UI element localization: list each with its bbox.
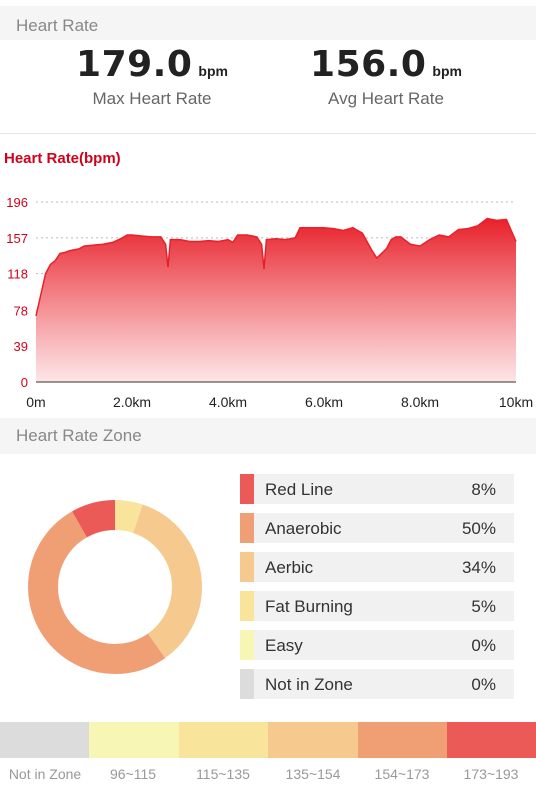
- max-heart-rate-stat: 179.0 bpm Max Heart Rate: [52, 44, 252, 109]
- zone-swatch-anaerobic: [240, 513, 254, 543]
- zone-percent: 0%: [471, 636, 496, 655]
- avg-heart-rate-label: Avg Heart Rate: [328, 89, 444, 108]
- zone-name: Red Line: [265, 480, 334, 499]
- zone-swatch-aerbic: [240, 552, 254, 582]
- legend-bar-154-173: [358, 722, 447, 758]
- zone-row-not-in-zone: Not in Zone 0%: [240, 669, 514, 699]
- donut-slice-anaerobic: [28, 500, 202, 674]
- legend-bar-115-135: [179, 722, 268, 758]
- heart-rate-line: [35, 217, 517, 317]
- legend-label: Not in Zone: [8, 766, 82, 782]
- legend-label: 154~173: [374, 766, 430, 782]
- zone-row-anaerobic: Anaerobic 50%: [240, 513, 514, 543]
- heart-rate-header-label: Heart Rate: [16, 16, 99, 35]
- zone-swatch-easy: [240, 630, 254, 660]
- y-tick-label: 118: [7, 267, 28, 282]
- y-tick-label: 39: [14, 339, 28, 354]
- x-tick-label: 8.0km: [401, 394, 439, 410]
- avg-heart-rate-value: 156.0: [310, 44, 427, 85]
- legend-label: 115~135: [196, 766, 250, 782]
- zone-percent: 50%: [461, 519, 496, 538]
- zone-name: Fat Burning: [265, 597, 353, 616]
- legend-bar-96-115: [89, 722, 179, 758]
- zone-name: Anaerobic: [265, 519, 342, 538]
- zone-section-header: Heart Rate Zone: [0, 418, 536, 454]
- zone-swatch-red-line: [240, 474, 254, 504]
- legend-bar-173-193: [447, 722, 536, 758]
- zone-header-label: Heart Rate Zone: [16, 426, 142, 445]
- zone-percent: 8%: [471, 480, 496, 499]
- legend-label: 173~193: [463, 766, 519, 782]
- zone-percent: 0%: [471, 675, 496, 694]
- zone-swatch-not-in-zone: [240, 669, 254, 699]
- heart-rate-chart: 196 157 118 78 39 0 0m 2.0km 4.0km 6.0km 8.0km 10km: [6, 195, 533, 410]
- zone-row-aerbic: Aerbic 34%: [240, 552, 514, 582]
- max-heart-rate-unit: bpm: [198, 63, 228, 79]
- legend-label: 135~154: [285, 766, 341, 782]
- stats-divider: [0, 133, 536, 134]
- avg-heart-rate-unit: bpm: [432, 63, 462, 79]
- y-tick-label: 196: [6, 195, 28, 210]
- zone-name: Not in Zone: [265, 675, 353, 694]
- zone-swatch-fat-burning: [240, 591, 254, 621]
- y-tick-label: 78: [14, 303, 28, 318]
- x-tick-label: 0m: [26, 394, 45, 410]
- heart-rate-zone-donut: [28, 500, 202, 674]
- heart-rate-area: [36, 218, 516, 382]
- legend-bar-135-154: [268, 722, 358, 758]
- max-heart-rate-label: Max Heart Rate: [92, 89, 212, 108]
- x-tick-label: 4.0km: [209, 394, 247, 410]
- heart-rate-section-header: Heart Rate: [0, 0, 536, 40]
- legend-label: 96~115: [109, 766, 157, 782]
- zone-name: Aerbic: [265, 558, 314, 577]
- zone-percent: 5%: [471, 597, 496, 616]
- zone-row-fat-burning: Fat Burning 5%: [240, 591, 514, 621]
- legend-bar-not-in-zone: [0, 722, 89, 758]
- zone-row-red-line: Red Line 8%: [240, 474, 514, 504]
- zone-percent: 34%: [461, 558, 496, 577]
- donut-slice-aerbic: [28, 500, 202, 674]
- zone-name: Easy: [265, 636, 303, 655]
- zone-row-easy: Easy 0%: [240, 630, 514, 660]
- x-tick-label: 10km: [499, 394, 533, 410]
- y-tick-label: 0: [21, 375, 28, 390]
- avg-heart-rate-stat: 156.0 bpm Avg Heart Rate: [286, 44, 486, 109]
- x-tick-label: 2.0km: [113, 394, 151, 410]
- x-tick-label: 6.0km: [305, 394, 343, 410]
- donut-slice-red-line: [28, 500, 202, 674]
- chart-title: Heart Rate(bpm): [4, 150, 121, 167]
- y-tick-label: 157: [6, 231, 28, 246]
- max-heart-rate-value: 179.0: [76, 44, 193, 85]
